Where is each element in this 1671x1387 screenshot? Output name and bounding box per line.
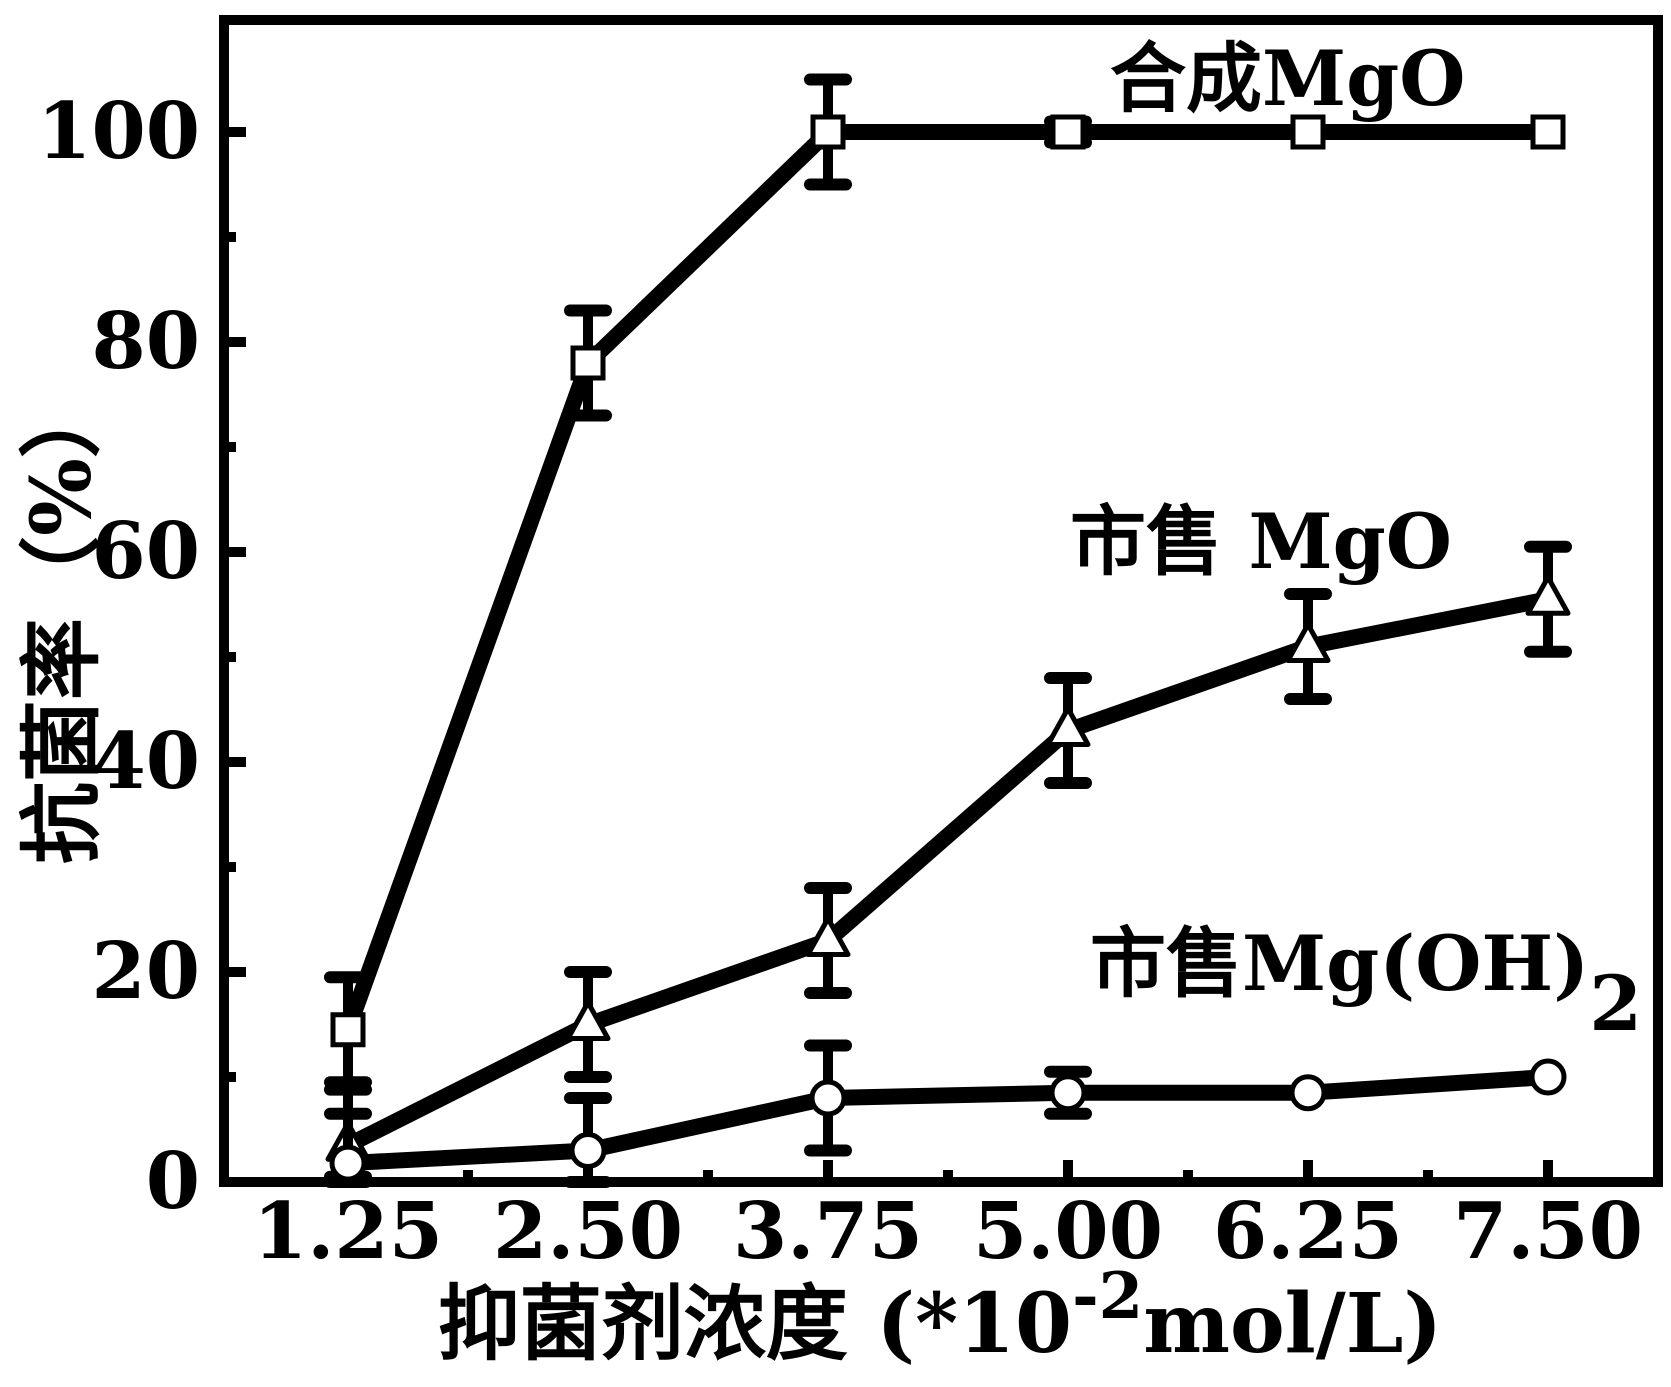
x-axis-title-unit: mol/L) bbox=[1143, 1276, 1442, 1372]
data-point-circle bbox=[569, 1132, 607, 1169]
data-point-circle bbox=[329, 1144, 367, 1182]
plot-frame bbox=[219, 15, 1663, 1187]
data-point-circle bbox=[1529, 1058, 1567, 1096]
data-point-square bbox=[1050, 114, 1086, 150]
y-tick-label: 60 bbox=[91, 506, 200, 597]
data-point-triangle bbox=[1045, 706, 1091, 747]
x-tick-label: 1.25 bbox=[253, 1186, 443, 1277]
series-line bbox=[340, 124, 1548, 1033]
data-point-circle bbox=[1049, 1074, 1087, 1112]
x-tick-label: 7.50 bbox=[1453, 1186, 1643, 1277]
y-tick-label: 40 bbox=[91, 716, 200, 807]
y-tick-label: 0 bbox=[146, 1136, 200, 1227]
data-point-square bbox=[810, 114, 846, 150]
data-point-square bbox=[1530, 114, 1566, 150]
x-axis-title-exponent: -2 bbox=[1072, 1259, 1143, 1334]
x-tick-label: 6.25 bbox=[1213, 1186, 1403, 1277]
data-point-circle bbox=[809, 1079, 847, 1117]
data-point-square bbox=[570, 345, 606, 381]
data-point-square bbox=[330, 1012, 366, 1048]
y-axis-title: 抗菌率（%） bbox=[14, 376, 110, 864]
series-label-commercial-mgoh2-main: 市售Mg(OH) bbox=[1090, 919, 1589, 1008]
data-point-triangle bbox=[805, 916, 851, 957]
data-point-triangle bbox=[1285, 622, 1331, 663]
series-square bbox=[324, 73, 1566, 1089]
series-line bbox=[344, 591, 1550, 1153]
series-line bbox=[347, 1069, 1549, 1172]
x-tick-label: 2.50 bbox=[493, 1186, 683, 1277]
x-tick-labels: 1.25 2.50 3.75 5.00 6.25 7.50 bbox=[253, 1186, 1643, 1277]
series-label-commercial-mgoh2: 市售Mg(OH)2 bbox=[1090, 919, 1642, 1048]
data-point-circle bbox=[1289, 1074, 1327, 1112]
x-axis-title-main: 抑菌剂浓度 (*10 bbox=[438, 1276, 1072, 1372]
data-point-triangle bbox=[565, 1000, 611, 1041]
x-tick-label: 3.75 bbox=[733, 1186, 923, 1277]
series-label-synthetic-mgo: 合成MgO bbox=[1110, 34, 1465, 123]
data-point-square bbox=[1290, 114, 1326, 150]
series-layer bbox=[324, 73, 1572, 1188]
y-tick-label: 100 bbox=[37, 86, 200, 177]
axis-ticks bbox=[224, 127, 1553, 1187]
y-tick-label: 80 bbox=[91, 296, 200, 387]
y-tick-labels: 0 20 40 60 80 100 bbox=[37, 86, 200, 1227]
y-tick-label: 20 bbox=[91, 926, 200, 1017]
x-tick-label: 5.00 bbox=[973, 1186, 1163, 1277]
series-label-commercial-mgoh2-subscript: 2 bbox=[1589, 959, 1642, 1048]
data-point-triangle bbox=[1525, 574, 1571, 616]
series-label-commercial-mgo: 市售 MgO bbox=[1070, 497, 1452, 586]
x-axis-title: 抑菌剂浓度 (*10-2mol/L) bbox=[438, 1259, 1442, 1372]
series-circle bbox=[324, 1039, 1567, 1188]
